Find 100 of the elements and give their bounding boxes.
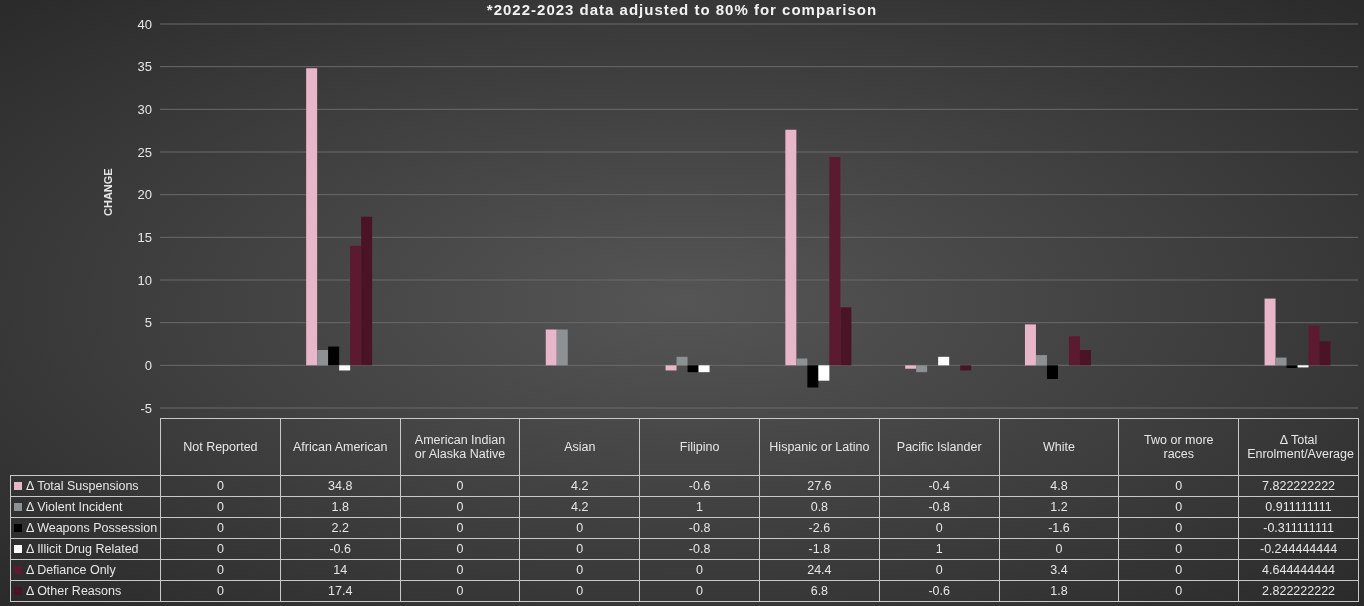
data-label: 0 <box>1118 496 1239 518</box>
y-tick-label: 0 <box>144 357 152 373</box>
bar <box>938 356 950 366</box>
data-label: -0.8 <box>879 496 1000 518</box>
data-label: 1.2 <box>999 496 1119 518</box>
x-tick-label: Δ Total Enrolment/Average <box>1238 418 1359 476</box>
bar <box>1035 355 1047 366</box>
legend-label: Δ Weapons Possession <box>10 517 161 539</box>
data-label: 2.822222222 <box>1238 580 1359 602</box>
x-tick-label: Not Reported <box>160 418 281 476</box>
x-tick-label: Asian <box>519 418 640 476</box>
y-tick-label: 20 <box>137 187 152 203</box>
y-tick-label: 25 <box>137 144 152 160</box>
bar <box>361 216 373 366</box>
data-label: 0 <box>160 580 281 602</box>
data-label: 0 <box>160 475 281 497</box>
data-label: -1.6 <box>999 517 1119 539</box>
data-label: 0 <box>160 517 281 539</box>
y-tick-label: 35 <box>137 59 152 75</box>
data-label: 0 <box>400 580 520 602</box>
bar <box>317 349 329 366</box>
data-label: 4.8 <box>999 475 1119 497</box>
data-label: 0 <box>879 559 1000 581</box>
bar <box>665 365 677 371</box>
bar <box>698 365 710 373</box>
x-tick-label: Two or more races <box>1118 418 1239 476</box>
data-label: 24.4 <box>759 559 880 581</box>
y-tick-label: 10 <box>137 272 152 288</box>
bar <box>676 356 688 366</box>
data-label: 0 <box>999 538 1119 560</box>
data-label: 0 <box>160 559 281 581</box>
data-label: -1.8 <box>759 538 880 560</box>
data-label: 3.4 <box>999 559 1119 581</box>
bar <box>350 245 362 366</box>
data-label: -0.6 <box>639 475 760 497</box>
y-tick-label: -5 <box>140 400 152 416</box>
bar <box>328 346 340 366</box>
y-axis-title: CHANGE <box>101 168 114 216</box>
data-label: 0 <box>1118 475 1239 497</box>
bar <box>1275 357 1287 366</box>
bar <box>1046 365 1058 379</box>
data-label: 0 <box>879 517 1000 539</box>
bar <box>556 329 568 366</box>
y-tick-label: 40 <box>137 16 152 32</box>
bar <box>1079 349 1091 366</box>
legend-label: Δ Violent Incident <box>10 496 161 518</box>
bar <box>1308 325 1320 366</box>
data-label: 0 <box>400 538 520 560</box>
x-tick-label: African American <box>280 418 401 476</box>
data-label: 1 <box>879 538 1000 560</box>
data-label: 0 <box>639 559 760 581</box>
data-label: 7.822222222 <box>1238 475 1359 497</box>
data-label: 0 <box>1118 538 1239 560</box>
data-label: 0 <box>519 517 640 539</box>
data-label: 0 <box>400 517 520 539</box>
data-label: 4.2 <box>519 496 640 518</box>
legend-label: Δ Defiance Only <box>10 559 161 581</box>
data-label: 1.8 <box>999 580 1119 602</box>
data-label: 0 <box>160 538 281 560</box>
data-label: 27.6 <box>759 475 880 497</box>
y-tick-label: 15 <box>137 229 152 245</box>
x-tick-label: Hispanic or Latino <box>759 418 880 476</box>
chart-title: *2022-2023 data adjusted to 80% for comparison <box>486 1 878 18</box>
y-tick-label: 30 <box>137 101 152 117</box>
bar <box>905 365 917 369</box>
bar <box>306 68 318 366</box>
bar <box>960 365 972 371</box>
data-label: 0.911111111 <box>1238 496 1359 518</box>
data-label: 4.2 <box>519 475 640 497</box>
data-label: -0.4 <box>879 475 1000 497</box>
legend-label: Δ Total Suspensions <box>10 475 161 497</box>
data-label: -0.8 <box>639 538 760 560</box>
data-label: -0.6 <box>280 538 401 560</box>
bar <box>1319 341 1331 366</box>
data-label: 0 <box>400 475 520 497</box>
data-label: 4.644444444 <box>1238 559 1359 581</box>
bar <box>818 365 830 381</box>
data-label: 0 <box>519 580 640 602</box>
data-label: 6.8 <box>759 580 880 602</box>
legend-label: Δ Illicit Drug Related <box>10 538 161 560</box>
y-tick-label: 5 <box>144 315 152 331</box>
data-label: 0 <box>1118 580 1239 602</box>
x-tick-label: Pacific Islander <box>879 418 1000 476</box>
data-label: 0 <box>519 538 640 560</box>
x-tick-label: American Indian or Alaska Native <box>400 418 520 476</box>
data-label: -0.244444444 <box>1238 538 1359 560</box>
x-tick-label: White <box>999 418 1119 476</box>
data-label: -0.6 <box>879 580 1000 602</box>
data-label: 34.8 <box>280 475 401 497</box>
data-label: 0 <box>519 559 640 581</box>
data-label: 0 <box>1118 559 1239 581</box>
data-label: 1 <box>639 496 760 518</box>
bar <box>1297 365 1309 368</box>
bar <box>1024 324 1036 366</box>
bar <box>916 365 928 373</box>
data-label: 0 <box>639 580 760 602</box>
data-label: -2.6 <box>759 517 880 539</box>
data-label: 0 <box>400 496 520 518</box>
bar <box>687 365 699 373</box>
data-label: -0.8 <box>639 517 760 539</box>
